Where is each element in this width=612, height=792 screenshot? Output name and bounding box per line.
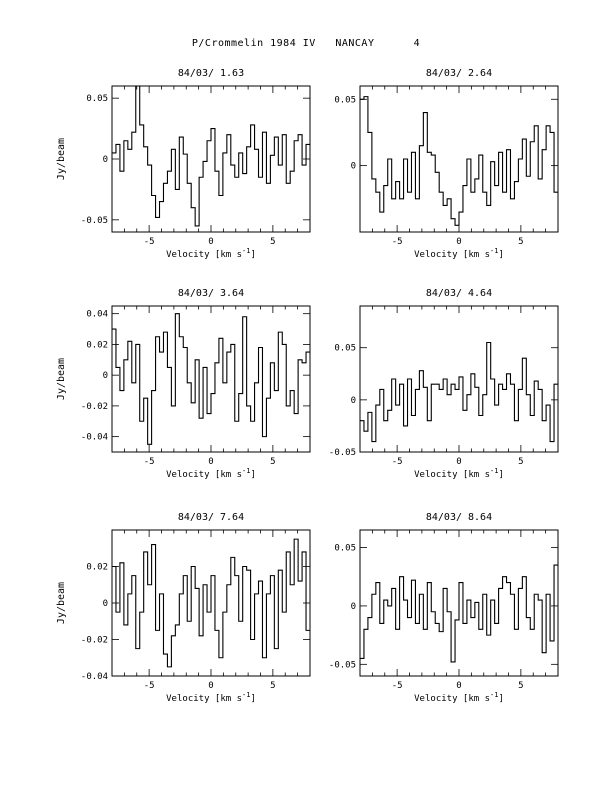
- x-tick-label: -5: [144, 457, 155, 467]
- y-tick-label: -0.04: [81, 672, 108, 682]
- y-tick-label: 0: [351, 602, 356, 612]
- panel-title: 84/03/ 4.64: [426, 288, 492, 299]
- x-axis-label: Velocity [km s-1]: [414, 691, 504, 704]
- x-tick-label: -5: [392, 237, 403, 247]
- y-axis-label: Jy/beam: [56, 582, 67, 624]
- spectrum-panel: -5 0 5 -0.04 -0.02 0 0.02 84/03/ 7.64 Velocity […: [56, 512, 311, 704]
- panel-title: 84/03/ 2.64: [426, 68, 492, 79]
- x-tick-label: 0: [208, 237, 213, 247]
- spectrum-line: [112, 85, 310, 227]
- spectrum-line: [112, 313, 310, 445]
- x-tick-label: -5: [392, 681, 403, 691]
- plot-frame: [111, 305, 311, 453]
- y-tick-label: 0: [103, 371, 108, 381]
- y-axis-label: Jy/beam: [56, 138, 67, 180]
- panel-title: 84/03/ 3.64: [178, 288, 244, 299]
- y-tick-label: 0.02: [86, 340, 108, 350]
- y-tick-label: -0.05: [81, 216, 108, 226]
- y-tick-label: 0.05: [334, 344, 356, 354]
- plot-frame: [111, 85, 311, 233]
- x-tick-label: 5: [270, 457, 275, 467]
- spectrum-panel: -5 0 5 -0.04 -0.02 0 0.02 0.04 84/03/ 3.64 Veloci…: [56, 288, 311, 480]
- y-tick-label: 0.05: [334, 95, 356, 105]
- x-tick-label: 0: [208, 681, 213, 691]
- x-tick-label: 0: [456, 457, 461, 467]
- x-tick-label: -5: [392, 457, 403, 467]
- x-tick-label: 0: [456, 681, 461, 691]
- y-tick-label: 0: [351, 162, 356, 172]
- y-tick-label: -0.05: [329, 660, 356, 670]
- spectrum-line: [112, 538, 310, 668]
- x-tick-label: 0: [208, 457, 213, 467]
- x-tick-label: -5: [144, 237, 155, 247]
- spectrum-panel: -5 0 5 -0.05 0 0.05 84/03/ 4.64 Velocity [km s-…: [329, 288, 559, 480]
- y-tick-label: -0.02: [81, 402, 108, 412]
- x-tick-label: 5: [270, 681, 275, 691]
- spectrum-panel: -5 0 5 0 0.05 84/03/ 2.64 Velocity [km s-1]: [334, 68, 559, 260]
- panel-title: 84/03/ 7.64: [178, 512, 244, 523]
- panel-title: 84/03/ 1.63: [178, 68, 244, 79]
- spectrum-line: [360, 564, 558, 663]
- y-tick-label: 0: [103, 599, 108, 609]
- x-tick-label: 5: [518, 457, 523, 467]
- page-title: P/Crommelin 1984 IV NANCAY 4: [191, 38, 421, 49]
- x-axis-label: Velocity [km s-1]: [166, 247, 256, 260]
- y-tick-label: -0.02: [81, 636, 108, 646]
- x-axis-label: Velocity [km s-1]: [414, 467, 504, 480]
- y-tick-label: 0: [351, 396, 356, 406]
- y-tick-label: 0: [103, 155, 108, 165]
- x-axis-label: Velocity [km s-1]: [414, 247, 504, 260]
- y-tick-label: 0.05: [86, 94, 108, 104]
- panel-title: 84/03/ 8.64: [426, 512, 492, 523]
- x-axis-label: Velocity [km s-1]: [166, 467, 256, 480]
- y-tick-label: 0.05: [334, 544, 356, 554]
- x-tick-label: 5: [518, 237, 523, 247]
- spectrum-line: [360, 96, 558, 226]
- spectrum-panel: -5 0 5 -0.05 0 0.05 84/03/ 8.64 Velocity [km s-…: [329, 512, 559, 704]
- y-axis-label: Jy/beam: [56, 358, 67, 400]
- x-tick-label: 5: [518, 681, 523, 691]
- y-tick-label: -0.05: [329, 448, 356, 458]
- x-tick-label: -5: [144, 681, 155, 691]
- x-tick-label: 5: [270, 237, 275, 247]
- y-tick-label: 0.04: [86, 310, 108, 320]
- spectrum-panel: -5 0 5 -0.05 0 0.05 84/03/ 1.63 Velocity [km s-…: [56, 68, 311, 260]
- y-tick-label: 0.02: [86, 563, 108, 573]
- x-tick-label: 0: [456, 237, 461, 247]
- spectrum-line: [360, 341, 558, 443]
- x-axis-label: Velocity [km s-1]: [166, 691, 256, 704]
- y-tick-label: -0.04: [81, 433, 108, 443]
